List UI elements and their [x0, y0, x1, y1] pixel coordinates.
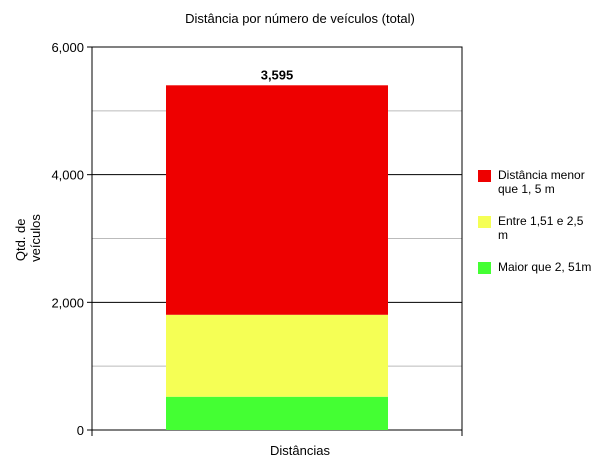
bar-segment-0 [166, 396, 388, 430]
x-axis-title: Distâncias [270, 443, 330, 458]
legend-label: Distância menor que 1, 5 m [498, 168, 585, 196]
y-axis-title-line-1: Qtd. de [13, 218, 28, 261]
bar-segment-2 [166, 85, 388, 315]
legend-label: Entre 1,51 e 2,5 m [498, 214, 584, 242]
legend-swatch-green [478, 262, 491, 274]
bar-segment-1 [166, 314, 388, 397]
legend-item-entre: Entre 1,51 e 2,5 m [478, 214, 593, 260]
y-tick-label: 6,000 [51, 40, 84, 55]
y-tick-label: 0 [77, 423, 84, 438]
chart-title: Distância por número de veículos (total) [185, 11, 415, 26]
legend-item-distancia-menor: Distância menor que 1, 5 m [478, 168, 593, 214]
y-tick-label: 4,000 [51, 168, 84, 183]
legend-swatch-red [478, 170, 491, 182]
legend-item-maior: Maior que 2, 51m [478, 260, 593, 274]
y-axis-title: Qtd. de veículos [13, 214, 43, 262]
y-axis-title-line-2: veículos [28, 214, 43, 262]
data-label-2: 3,595 [261, 67, 294, 82]
y-tick-label: 2,000 [51, 295, 84, 310]
legend-swatch-yellow [478, 216, 491, 228]
legend: Distância menor que 1, 5 m Entre 1,51 e … [478, 168, 593, 274]
legend-label: Maior que 2, 51m [498, 260, 592, 274]
